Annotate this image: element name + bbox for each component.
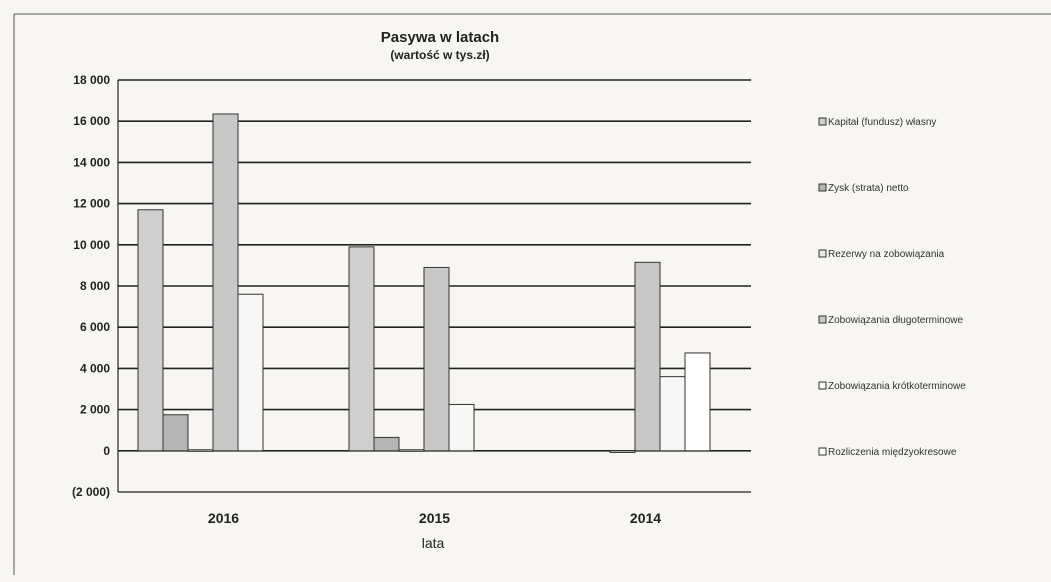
bar [398,449,425,452]
legend-swatch [818,249,827,258]
y-tick-label: 14 000 [73,155,110,169]
legend-label: Rozliczenia międzyokresowe [828,447,957,458]
legend-swatch [818,381,827,390]
legend-label: Rezerwy na zobowiązania [828,249,945,260]
bar [137,209,164,452]
x-category-label: 2015 [419,510,450,526]
x-axis-category-labels: 2016 2015 2014 [208,510,661,526]
chart-subtitle: (wartość w tys.zł) [390,48,489,62]
y-tick-label: 2 000 [80,403,110,417]
y-tick-label: (2 000) [72,485,110,499]
bar [423,266,450,452]
legend-label: Zobowiązania długoterminowe [828,315,964,326]
bar [187,449,214,452]
bar-series [137,113,711,453]
y-tick-label: 16 000 [73,114,110,128]
y-tick-label: 18 000 [73,73,110,87]
legend-label: Zysk (strata) netto [828,183,909,194]
legend-label: Zobowiązania krótkoterminowe [828,381,966,392]
legend-swatch [818,183,827,192]
y-tick-label: 8 000 [80,279,110,293]
y-tick-label: 4 000 [80,361,110,375]
legend: Kapitał (fundusz) własny Zysk (strata) ne… [818,117,966,458]
x-axis-title: lata [422,535,445,551]
y-tick-label: 0 [103,444,110,458]
legend-swatch [818,117,827,126]
bar [373,436,400,452]
chart-title: Pasywa w latach [381,29,499,46]
x-category-label: 2014 [630,510,661,526]
y-tick-label: 10 000 [73,238,110,252]
bar [634,261,661,452]
bar [684,352,711,452]
bar [448,403,475,452]
bar [237,293,264,452]
y-axis-tick-labels: (2 000) 0 2 000 4 000 6 000 8 000 10 000 12 000… [72,73,110,499]
bar [162,414,189,452]
bar [609,450,636,453]
legend-label: Kapitał (fundusz) własny [828,117,936,128]
legend-swatch [818,315,827,324]
bar [659,376,686,452]
bar [212,113,239,452]
y-tick-label: 6 000 [80,320,110,334]
y-tick-label: 12 000 [73,197,110,211]
x-category-label: 2016 [208,510,239,526]
bar [348,246,375,452]
legend-swatch [818,447,827,456]
